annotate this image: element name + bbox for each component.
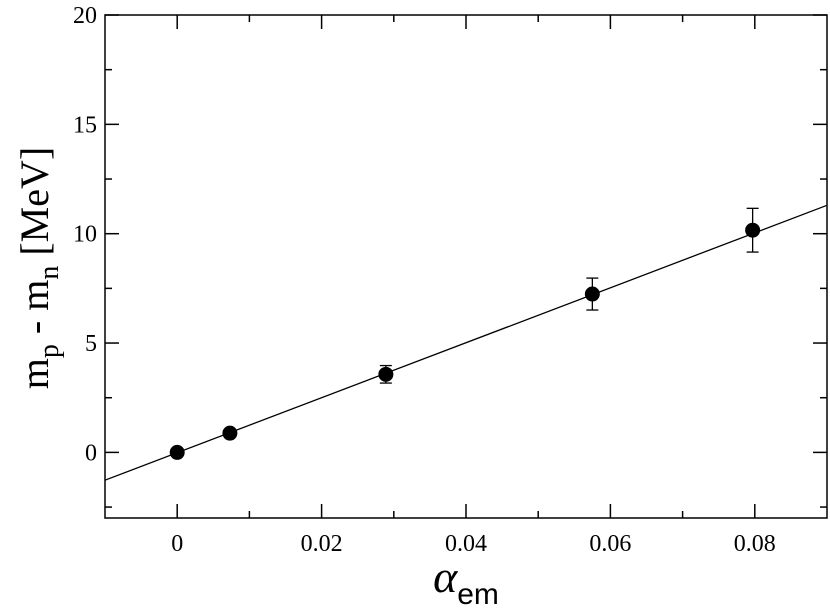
y-tick-label: 10 bbox=[73, 222, 97, 248]
x-ticks: 0 0.02 0.04 0.06 0.08 bbox=[171, 15, 776, 557]
x-axis-label-main: α bbox=[433, 551, 458, 602]
x-tick-label: 0.04 bbox=[445, 531, 487, 557]
fit-lines bbox=[104, 204, 828, 481]
y-ticks: 0 5 10 15 20 bbox=[73, 3, 827, 508]
y-axis-label-unit: [MeV] bbox=[12, 147, 57, 266]
data-point bbox=[169, 444, 185, 460]
y-axis-label-sub-p: p bbox=[34, 344, 65, 358]
data-point bbox=[745, 222, 761, 238]
x-tick-label: 0.08 bbox=[734, 531, 776, 557]
y-tick-label: 15 bbox=[73, 112, 97, 138]
data-point bbox=[584, 286, 600, 302]
y-axis-label-m1: m bbox=[12, 358, 57, 389]
y-tick-label: 0 bbox=[85, 440, 97, 466]
x-axis-label: αem bbox=[433, 551, 499, 608]
y-axis-label-m2: - m bbox=[12, 280, 57, 344]
fit-line bbox=[104, 204, 828, 481]
y-tick-label: 5 bbox=[85, 331, 97, 357]
plot-frame bbox=[104, 14, 828, 519]
y-axis-label-sub-n: n bbox=[34, 266, 65, 280]
data-points bbox=[169, 207, 761, 460]
x-axis-label-sub: em bbox=[457, 578, 499, 608]
data-point bbox=[378, 366, 394, 382]
x-tick-label: 0.02 bbox=[301, 531, 343, 557]
y-tick-label: 20 bbox=[73, 3, 97, 29]
x-tick-label: 0.06 bbox=[589, 531, 631, 557]
data-point bbox=[222, 425, 238, 441]
x-tick-label: 0 bbox=[171, 531, 183, 557]
y-axis-label: mp - mn [MeV] bbox=[12, 147, 65, 389]
